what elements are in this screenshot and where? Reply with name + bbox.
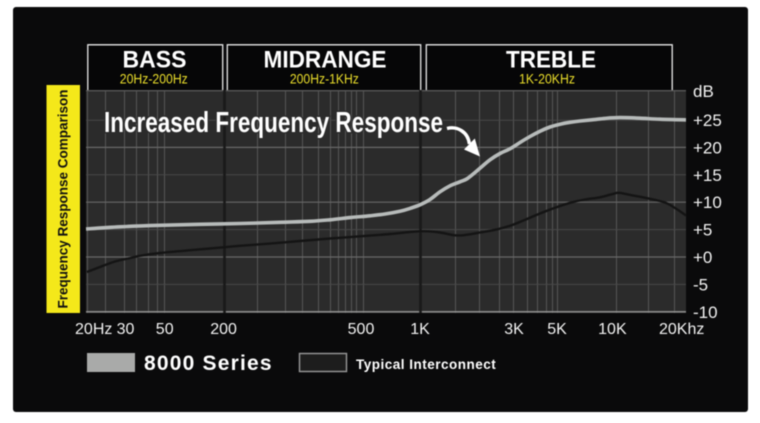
svg-text:20Hz-200Hz: 20Hz-200Hz bbox=[120, 71, 188, 87]
svg-text:TREBLE: TREBLE bbox=[506, 47, 596, 74]
svg-text:+20: +20 bbox=[693, 138, 722, 157]
svg-text:500: 500 bbox=[348, 321, 375, 338]
svg-text:Typical Interconnect: Typical Interconnect bbox=[356, 357, 496, 372]
svg-text:50: 50 bbox=[156, 321, 174, 338]
svg-text:3K: 3K bbox=[504, 321, 524, 338]
svg-text:200Hz-1KHz: 200Hz-1KHz bbox=[290, 71, 359, 87]
svg-text:+10: +10 bbox=[693, 193, 722, 212]
svg-text:200: 200 bbox=[210, 321, 237, 338]
svg-text:20Khz: 20Khz bbox=[659, 321, 704, 338]
svg-text:8000 Series: 8000 Series bbox=[144, 352, 273, 375]
svg-text:+15: +15 bbox=[693, 166, 722, 185]
svg-text:Increased Frequency Response: Increased Frequency Response bbox=[104, 107, 443, 139]
svg-text:MIDRANGE: MIDRANGE bbox=[264, 47, 387, 74]
svg-text:1K-20KHz: 1K-20KHz bbox=[519, 71, 575, 87]
svg-text:5K: 5K bbox=[547, 321, 567, 338]
svg-text:+5: +5 bbox=[693, 221, 712, 240]
svg-text:dB: dB bbox=[693, 82, 714, 101]
svg-text:Frequency Response Comparison: Frequency Response Comparison bbox=[56, 89, 71, 308]
svg-text:-5: -5 bbox=[693, 275, 708, 294]
svg-text:+25: +25 bbox=[693, 111, 722, 130]
svg-text:1K: 1K bbox=[410, 321, 430, 338]
svg-text:20Hz: 20Hz bbox=[75, 321, 112, 338]
svg-text:BASS: BASS bbox=[123, 47, 187, 74]
svg-text:30: 30 bbox=[117, 321, 135, 338]
svg-text:+0: +0 bbox=[693, 248, 712, 267]
svg-text:10K: 10K bbox=[598, 321, 627, 338]
svg-text:-10: -10 bbox=[693, 303, 718, 322]
